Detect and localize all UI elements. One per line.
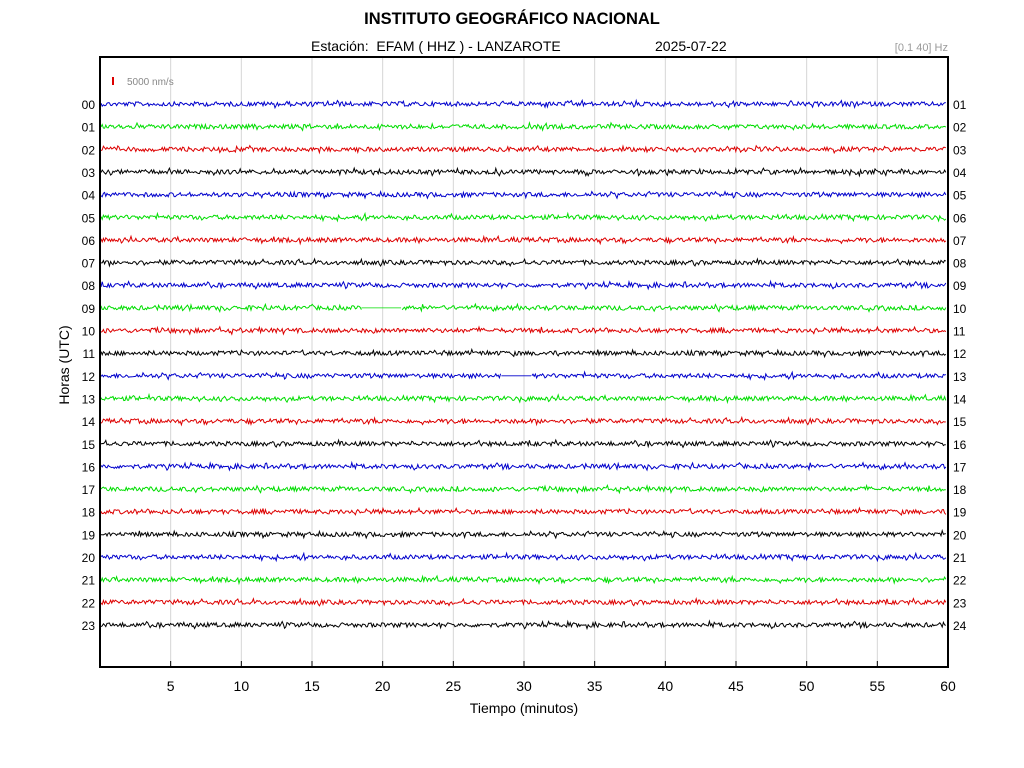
trace-hour-18	[100, 506, 947, 516]
right-hour-label: 07	[953, 234, 967, 248]
left-hour-label: 12	[82, 370, 96, 384]
right-hour-label: 21	[953, 551, 967, 565]
left-hour-label: 21	[82, 574, 96, 588]
left-hour-label: 10	[82, 325, 96, 339]
hour-labels: 00 01 01 02 02 03 03 04 04 05 05 06 06 07 07 08 08 09 09 10…	[82, 98, 967, 633]
left-hour-label: 08	[82, 279, 96, 293]
x-tick-label: 40	[658, 678, 674, 694]
right-hour-label: 23	[953, 596, 967, 610]
right-hour-label: 09	[953, 279, 967, 293]
scale-bar	[112, 77, 114, 85]
trace-hour-08	[100, 279, 947, 291]
right-hour-label: 22	[953, 574, 967, 588]
x-tick-label: 30	[516, 678, 532, 694]
left-hour-label: 00	[82, 98, 96, 112]
x-tick-label: 5	[167, 678, 175, 694]
right-hour-label: 16	[953, 438, 967, 452]
x-axis-ticks: 5 10 15 20 25 30 35 40 45 50 55 60	[167, 661, 956, 694]
left-hour-label: 03	[82, 166, 96, 180]
trace-hour-11	[100, 347, 947, 359]
x-tick-label: 10	[234, 678, 250, 694]
trace-hour-16	[100, 460, 947, 472]
right-hour-label: 04	[953, 166, 967, 180]
left-hour-label: 06	[82, 234, 96, 248]
date-label: 2025-07-22	[655, 38, 727, 54]
right-hour-label: 02	[953, 121, 967, 135]
right-hour-label: 20	[953, 528, 967, 542]
trace-hour-19	[100, 528, 946, 540]
trace-hour-00	[100, 98, 946, 110]
trace-hour-03	[100, 166, 947, 178]
trace-hour-06	[100, 234, 947, 246]
x-tick-label: 50	[799, 678, 815, 694]
trace-hour-15	[100, 438, 946, 449]
trace-hour-13	[100, 392, 947, 405]
right-hour-label: 15	[953, 415, 967, 429]
seismic-traces	[100, 98, 947, 631]
scale-label: 5000 nm/s	[127, 77, 174, 88]
trace-hour-12	[100, 370, 947, 382]
trace-hour-09	[100, 302, 947, 313]
grid-lines	[170, 57, 878, 667]
trace-hour-02	[100, 144, 946, 155]
left-hour-label: 20	[82, 551, 96, 565]
left-hour-label: 04	[82, 189, 96, 203]
left-hour-label: 18	[82, 506, 96, 520]
x-tick-label: 20	[375, 678, 391, 694]
right-hour-label: 05	[953, 189, 967, 203]
left-hour-label: 13	[82, 392, 96, 406]
left-hour-label: 11	[83, 347, 96, 361]
plot-frame	[99, 56, 949, 668]
trace-hour-14	[100, 415, 946, 427]
left-hour-label: 23	[82, 619, 96, 633]
trace-hour-05	[100, 211, 947, 223]
x-axis-label: Tiempo (minutos)	[469, 700, 579, 716]
right-hour-label: 11	[953, 325, 966, 339]
trace-hour-22	[100, 596, 947, 607]
trace-hour-21	[100, 574, 947, 586]
left-hour-label: 22	[82, 596, 96, 610]
right-hour-label: 19	[953, 506, 967, 520]
right-hour-label: 03	[953, 143, 967, 157]
station-label: Estación: EFAM ( HHZ ) - LANZAROTE	[311, 38, 561, 54]
right-hour-label: 14	[953, 392, 967, 406]
right-hour-label: 13	[953, 370, 967, 384]
left-hour-label: 14	[82, 415, 96, 429]
left-hour-label: 01	[82, 121, 96, 135]
trace-hour-01	[100, 120, 947, 132]
x-tick-label: 35	[587, 678, 603, 694]
right-hour-label: 01	[953, 98, 967, 112]
right-hour-label: 06	[953, 211, 967, 225]
left-hour-label: 19	[82, 528, 96, 542]
trace-hour-17	[100, 483, 946, 495]
chart-title: INSTITUTO GEOGRÁFICO NACIONAL	[364, 10, 660, 28]
x-tick-label: 15	[304, 678, 320, 694]
left-hour-label: 02	[82, 143, 96, 157]
right-hour-label: 24	[953, 619, 967, 633]
amplitude-scale: 5000 nm/s	[112, 77, 174, 88]
trace-hour-07	[100, 257, 947, 268]
left-hour-label: 15	[82, 438, 96, 452]
left-hour-label: 07	[82, 257, 96, 271]
right-hour-label: 08	[953, 257, 967, 271]
right-hour-label: 12	[953, 347, 967, 361]
left-hour-label: 17	[82, 483, 96, 497]
left-hour-label: 09	[82, 302, 96, 316]
trace-hour-04	[100, 190, 947, 200]
trace-hour-20	[100, 551, 947, 563]
y-axis-label: Horas (UTC)	[56, 325, 72, 405]
left-hour-label: 05	[82, 211, 96, 225]
x-tick-label: 25	[446, 678, 462, 694]
right-hour-label: 17	[953, 460, 967, 474]
x-tick-label: 60	[940, 678, 956, 694]
x-tick-label: 45	[728, 678, 744, 694]
trace-hour-10	[100, 325, 947, 336]
left-hour-label: 16	[82, 460, 96, 474]
trace-hour-23	[100, 619, 946, 631]
x-tick-label: 55	[870, 678, 886, 694]
right-hour-label: 10	[953, 302, 967, 316]
frequency-band-label: [0.1 40] Hz	[894, 42, 948, 54]
right-hour-label: 18	[953, 483, 967, 497]
